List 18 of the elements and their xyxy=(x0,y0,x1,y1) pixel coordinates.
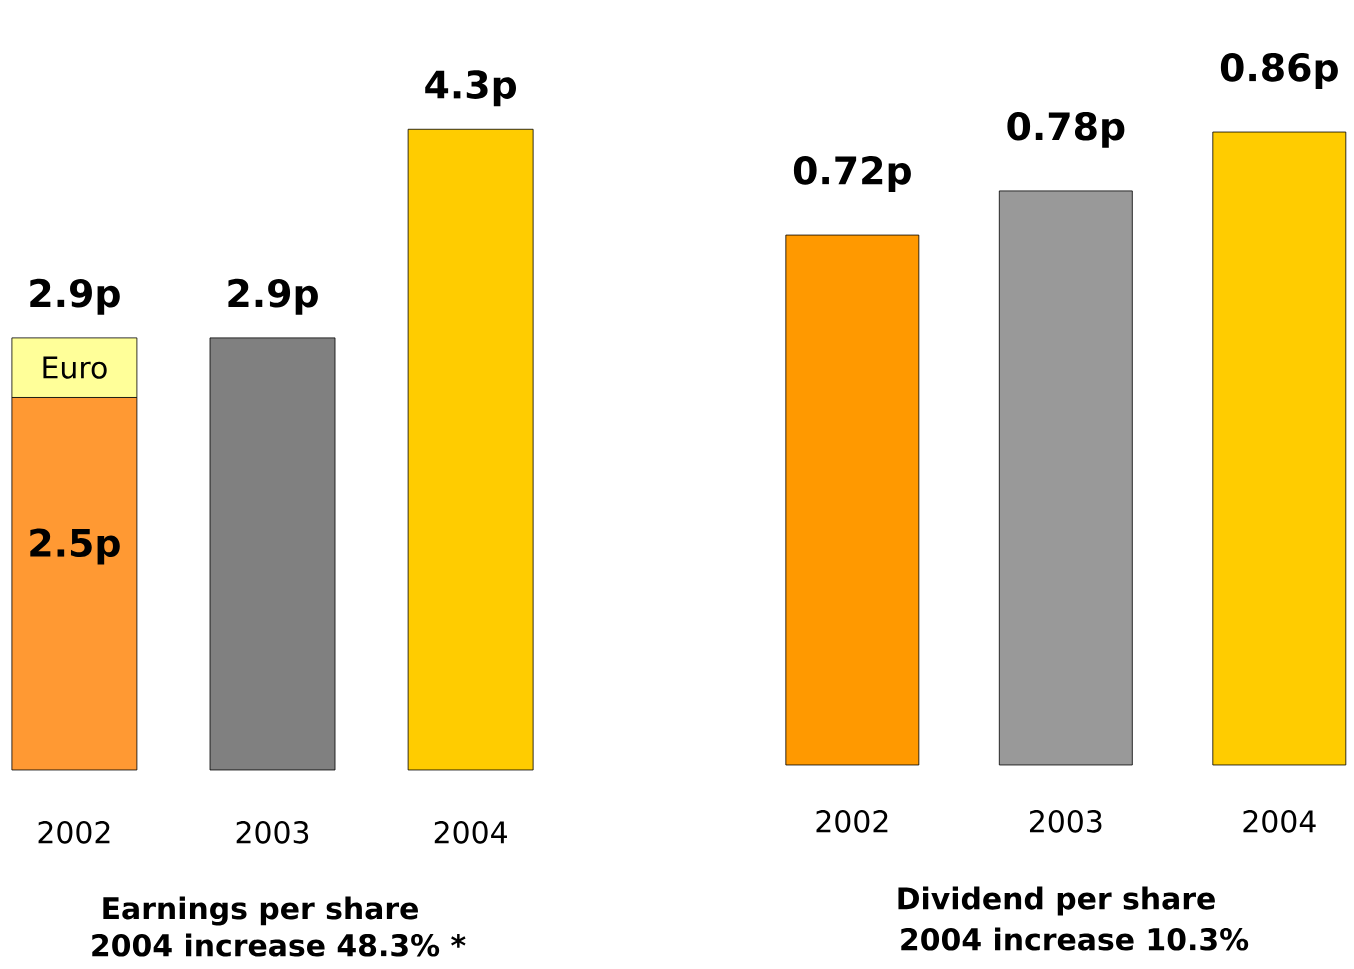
x-tick-label: 2004 xyxy=(1243,810,1316,833)
data-label: 0.86p xyxy=(1220,53,1338,89)
data-label: 0.72p xyxy=(793,156,911,193)
data-label: 0.78p xyxy=(1007,111,1125,148)
x-tick-label: 2003 xyxy=(236,821,309,844)
data-label: 2.5p xyxy=(30,528,120,565)
x-tick-label: 2002 xyxy=(816,810,888,833)
series-label: Euro xyxy=(43,356,107,379)
text: Dividend per share xyxy=(898,886,1215,916)
x-tick-label: 2004 xyxy=(434,821,507,844)
x-tick-label: 2002 xyxy=(38,821,110,844)
x-tick-label: 2003 xyxy=(1029,810,1102,833)
text: 2004 increase 48.3% * xyxy=(92,933,466,957)
text: 2004 increase 10.3% xyxy=(901,927,1249,951)
text: Earnings per share xyxy=(103,896,418,926)
total-label: 2.9p xyxy=(30,278,120,315)
total-label: 2.9p xyxy=(228,278,318,315)
total-label: 4.3p xyxy=(425,70,516,107)
